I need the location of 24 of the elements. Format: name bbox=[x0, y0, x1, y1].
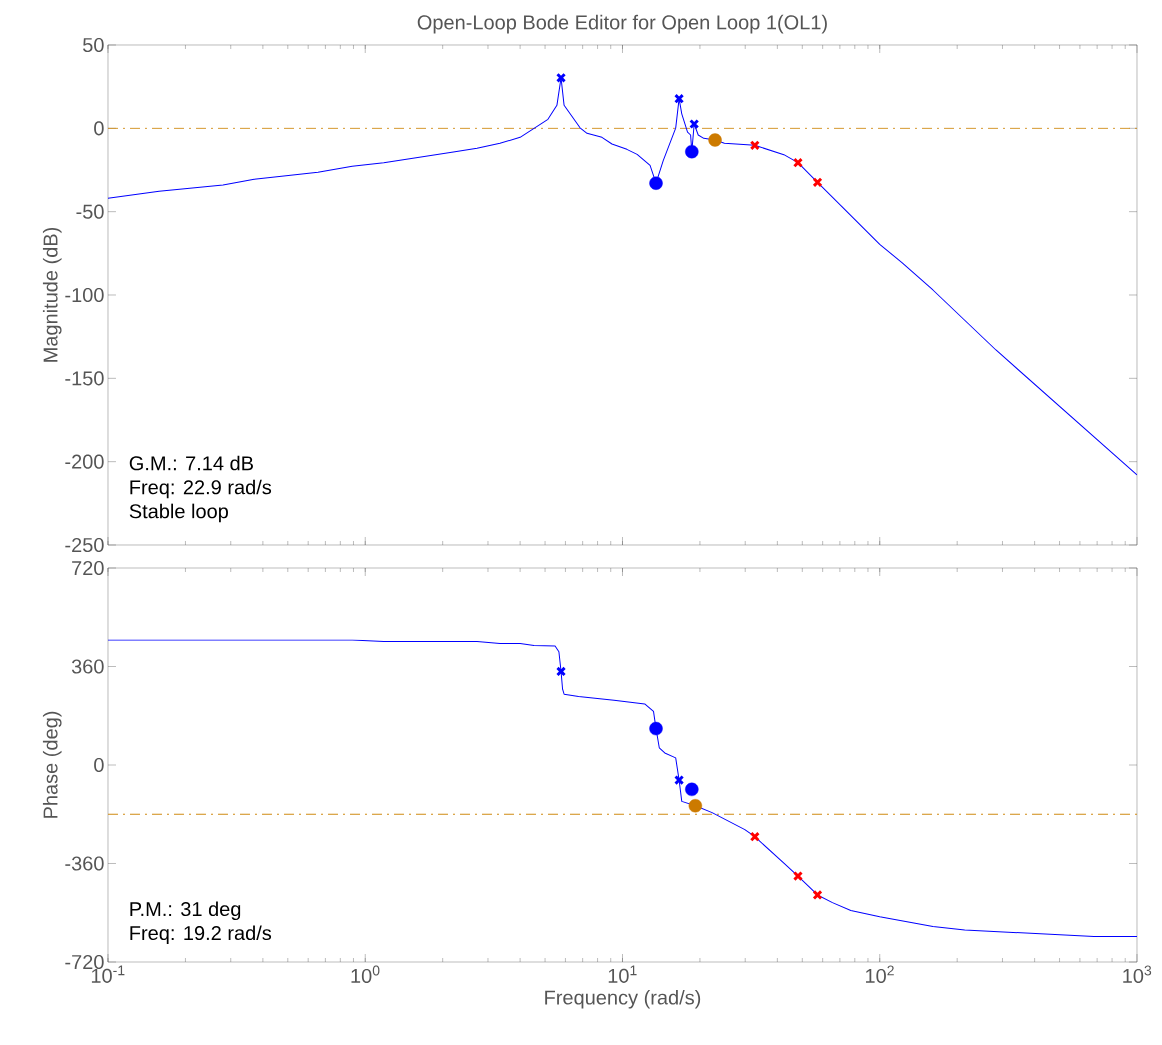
y-tick-label: 720 bbox=[72, 560, 104, 576]
annotation: Freq: 22.9 rad/s bbox=[130, 479, 272, 499]
y-tick-label: 0 bbox=[94, 757, 104, 773]
y-tick-label: -50 bbox=[76, 204, 104, 219]
y-axis-title: Magnitude (dB) bbox=[42, 227, 62, 362]
y-tick-label: 50 bbox=[83, 37, 104, 53]
x-tick-label: 10$^{1}$ bbox=[608, 965, 637, 983]
y-tick-label: -200 bbox=[65, 454, 104, 469]
chart-title: Open-Loop Bode Editor for Open Loop 1(OL1) bbox=[417, 14, 827, 34]
x-axis-title: Frequency (rad/s) bbox=[545, 989, 701, 1009]
y-tick-label: -250 bbox=[65, 537, 104, 553]
y-tick-label: -100 bbox=[65, 287, 104, 303]
annotation: G.M.: 7.14 dB bbox=[129, 455, 253, 471]
x-tick-label: 10$^{3}$ bbox=[1123, 965, 1152, 984]
annotation: Stable loop bbox=[129, 503, 228, 523]
annotation: Freq: 19.2 rad/s bbox=[130, 925, 272, 945]
y-tick-label: -360 bbox=[65, 856, 104, 871]
y-axis-title: Phase (deg) bbox=[42, 711, 62, 818]
y-tick-label: -150 bbox=[65, 371, 104, 386]
y-tick-label: 0 bbox=[94, 121, 104, 136]
y-tick-label: 360 bbox=[71, 659, 104, 674]
annotation: P.M.: 31 deg bbox=[130, 901, 241, 921]
x-tick-label: 10$^{0}$ bbox=[351, 965, 380, 984]
x-tick-label: 10$^{2}$ bbox=[865, 965, 894, 984]
